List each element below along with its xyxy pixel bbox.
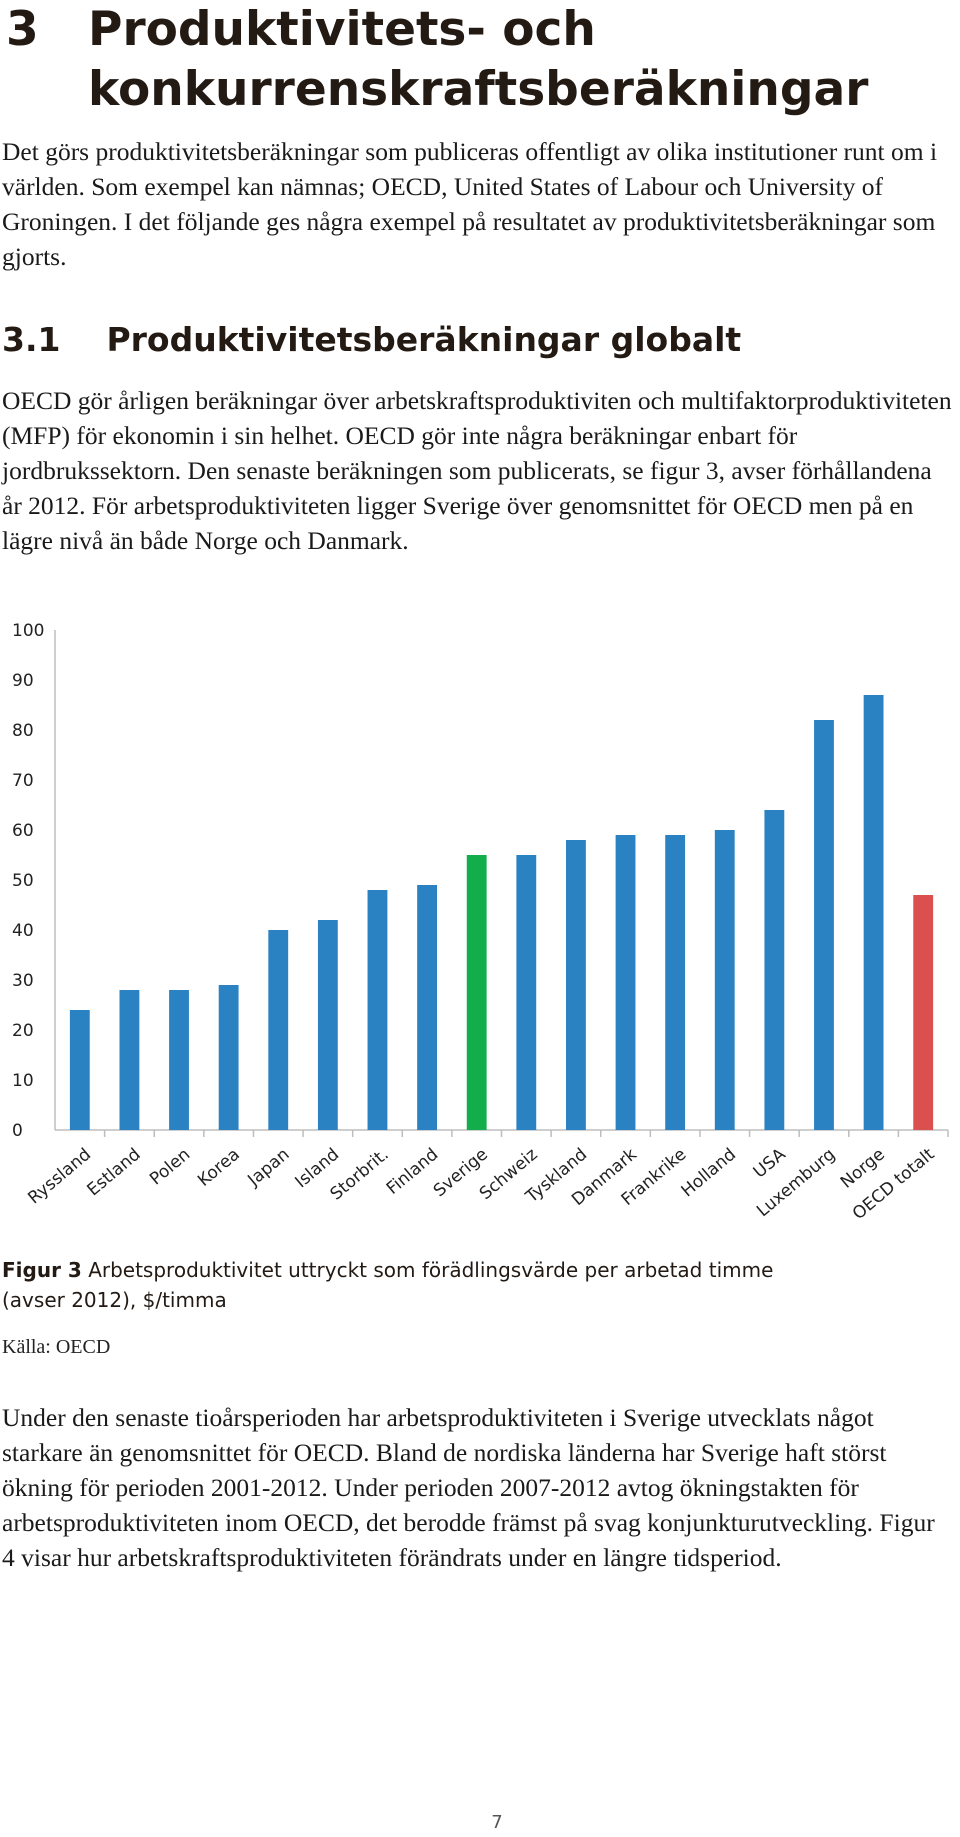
y-tick-label: 30 (12, 971, 34, 991)
bar-holland (714, 830, 735, 1130)
bar-usa (764, 810, 785, 1130)
bar-frankrike (665, 835, 686, 1130)
chapter-title: Produktivitets- och konkurrenskraftsberä… (88, 2, 869, 117)
y-tick-label: 100 (12, 621, 44, 641)
bar-finland (417, 885, 438, 1130)
bar-oecd-totalt (913, 895, 934, 1130)
bar-sverige (466, 855, 487, 1130)
section-heading: 3.1 Produktivitetsberäkningar globalt (2, 318, 741, 362)
figure-label: Figur 3 (2, 1258, 82, 1282)
bar-ryssland (69, 1010, 90, 1130)
bar-storbrit (367, 890, 388, 1130)
x-tick-label: Japan (244, 1145, 294, 1191)
y-tick-label: 70 (12, 771, 34, 791)
section-title: Produktivitetsberäkningar globalt (106, 320, 742, 359)
y-tick-label: 80 (12, 721, 34, 741)
y-tick-label: 40 (12, 921, 34, 941)
bar-island (317, 920, 338, 1130)
x-tick-label: Polen (146, 1145, 194, 1190)
chapter-number: 3 (6, 2, 39, 57)
x-tick-label: Holland (678, 1145, 740, 1202)
y-tick-label: 10 (12, 1071, 34, 1091)
bar-luxemburg (814, 720, 834, 1130)
y-tick-label: 60 (12, 821, 34, 841)
bar-schweiz (516, 855, 537, 1130)
figure-caption: Figur 3 Arbetsproduktivitet uttryckt som… (2, 1255, 802, 1315)
bar-japan (268, 930, 289, 1130)
bars (69, 695, 934, 1130)
bar-korea (218, 985, 239, 1130)
y-tick-label: 0 (12, 1121, 23, 1141)
x-tick-label: Estland (84, 1145, 145, 1201)
y-tick-label: 20 (12, 1021, 34, 1041)
bar-danmark (615, 835, 636, 1130)
page-number: 7 (491, 1812, 503, 1833)
section-number: 3.1 (2, 320, 61, 359)
y-tick-label: 50 (12, 871, 34, 891)
closing-paragraph: Under den senaste tioårsperioden har arb… (2, 1403, 935, 1572)
x-tick-label: USA (750, 1144, 790, 1182)
figure-source: Källa: OECD (2, 1336, 111, 1358)
y-tick-label: 90 (12, 671, 34, 691)
intro-paragraph: Det görs produktivitetsberäkningar som p… (2, 137, 938, 271)
figure-caption-text: Arbetsproduktivitet uttryckt som förädli… (2, 1258, 774, 1312)
bar-estland (119, 990, 140, 1130)
bar-norge (863, 695, 884, 1130)
x-tick-label: Ryssland (24, 1145, 95, 1209)
bar-polen (169, 990, 189, 1130)
x-tick-label: Korea (194, 1145, 244, 1191)
y-tick-labels: 0 10 20 30 40 50 60 70 80 90 100 (12, 621, 44, 1141)
section-paragraph: OECD gör årligen beräkningar över arbets… (2, 386, 952, 555)
bar-tyskland (565, 840, 586, 1130)
